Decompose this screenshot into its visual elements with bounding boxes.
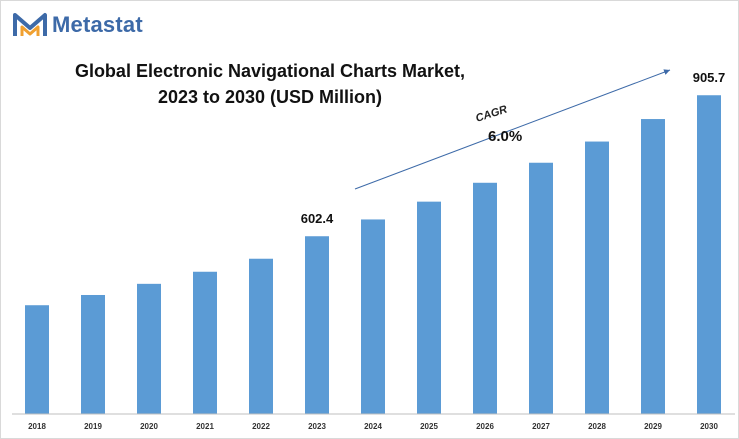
- bar-2021: [193, 271, 217, 414]
- x-tick-2023: 2023: [308, 422, 326, 431]
- bar-2028: [585, 141, 609, 414]
- x-tick-2027: 2027: [532, 422, 550, 431]
- bar-2029: [641, 119, 665, 414]
- x-tick-2025: 2025: [420, 422, 438, 431]
- bar-2027: [529, 162, 553, 414]
- bar-2026: [473, 182, 497, 414]
- value-label-2030: 905.7: [693, 70, 726, 85]
- x-tick-2028: 2028: [588, 422, 606, 431]
- chart-title: Global Electronic Navigational Charts Ma…: [60, 58, 480, 110]
- x-tick-2022: 2022: [252, 422, 270, 431]
- x-tick-2020: 2020: [140, 422, 158, 431]
- value-label-2023: 602.4: [301, 211, 334, 226]
- bar-2025: [417, 201, 441, 414]
- bar-2020: [137, 283, 161, 414]
- chart-title-line-1: Global Electronic Navigational Charts Ma…: [74, 61, 466, 81]
- x-tick-2024: 2024: [364, 422, 382, 431]
- bar-2024: [361, 219, 385, 414]
- x-tick-2026: 2026: [476, 422, 494, 431]
- cagr-value: 6.0%: [488, 128, 522, 145]
- bar-2022: [249, 258, 273, 414]
- brand-logo: Metastat: [12, 10, 143, 40]
- x-tick-2018: 2018: [28, 422, 46, 431]
- x-tick-2030: 2030: [700, 422, 718, 431]
- bar-2018: [25, 305, 49, 414]
- metastat-logo-icon: [13, 13, 47, 36]
- brand-name: Metastat: [52, 12, 143, 37]
- bar-2023: [305, 236, 329, 414]
- x-tick-2019: 2019: [84, 422, 102, 431]
- x-tick-2021: 2021: [196, 422, 214, 431]
- bar-2019: [81, 294, 105, 414]
- chart-title-line-2: 2023 to 2030 (USD Million): [157, 87, 383, 107]
- cagr-arrow: [354, 69, 671, 190]
- cagr-label: CAGR: [474, 103, 509, 124]
- x-tick-2029: 2029: [644, 422, 662, 431]
- bar-2030: [697, 95, 721, 415]
